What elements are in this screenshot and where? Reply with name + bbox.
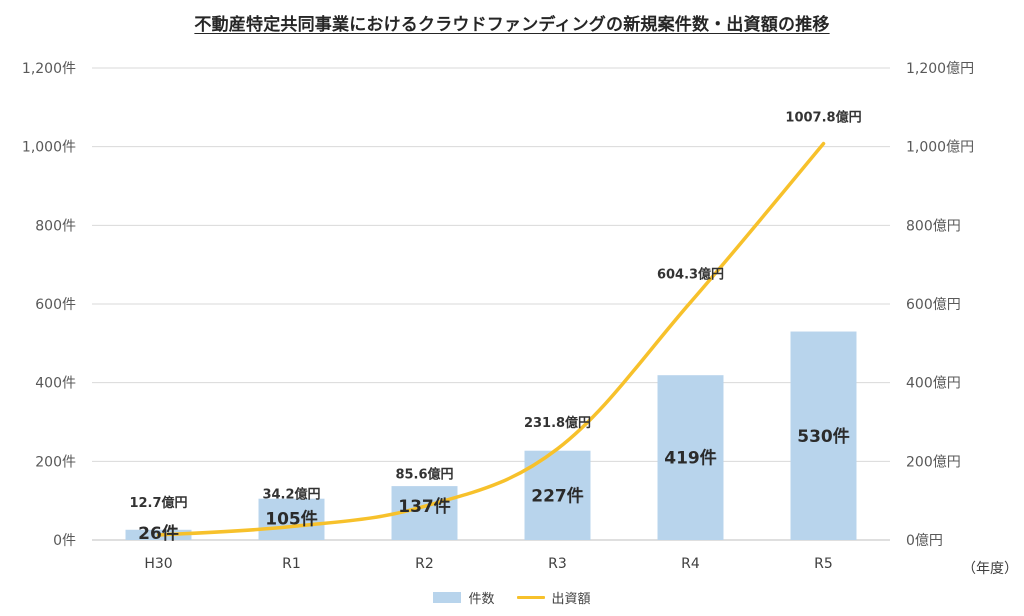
- bar-data-label: 530件: [797, 426, 850, 447]
- legend-swatch-bar: [433, 592, 462, 603]
- legend-label-line: 出資額: [551, 592, 591, 607]
- y-left-tick-label: 400件: [35, 376, 76, 392]
- y-left-tick-label: 1,200件: [22, 61, 76, 77]
- legend-item-bar: 件数: [433, 588, 495, 607]
- x-tick-label: R3: [548, 556, 567, 572]
- y-right-tick-label: 1,200億円: [906, 61, 974, 77]
- legend: 件数 出資額: [0, 588, 1024, 607]
- bar-data-label: 26件: [138, 523, 179, 544]
- legend-swatch-line: [516, 596, 545, 599]
- y-left-tick-label: 0件: [53, 533, 76, 549]
- x-tick-label: R2: [415, 556, 434, 572]
- x-tick-label: R4: [681, 556, 700, 572]
- y-left-tick-label: 600件: [35, 297, 76, 313]
- legend-label-bar: 件数: [468, 592, 495, 607]
- bar: [258, 498, 325, 540]
- bar: [790, 331, 857, 540]
- line-series-path: [156, 141, 826, 537]
- bar-data-label: 137件: [398, 496, 451, 517]
- y-right-tick-label: 400億円: [906, 376, 961, 392]
- x-tick-label: R5: [814, 556, 833, 572]
- y-left-tick-label: 1,000件: [22, 140, 76, 156]
- bar-data-label: 105件: [265, 509, 318, 530]
- line-data-label: 1007.8億円: [785, 110, 861, 126]
- line-data-label: 231.8億円: [524, 415, 591, 431]
- bar-data-label: 419件: [664, 448, 717, 469]
- y-right-tick-label: 600億円: [906, 297, 961, 313]
- x-tick-label: R1: [282, 556, 301, 572]
- x-axis-unit: （年度）: [962, 561, 1018, 577]
- line-data-label: 34.2億円: [262, 487, 320, 503]
- chart-title: 不動産特定共同事業におけるクラウドファンディングの新規案件数・出資額の推移: [194, 15, 830, 35]
- y-right-tick-label: 0億円: [906, 533, 943, 549]
- x-tick-label: H30: [144, 556, 172, 572]
- y-right-tick-label: 800億円: [906, 218, 961, 234]
- line-data-label: 604.3億円: [657, 266, 724, 282]
- y-right-tick-label: 1,000億円: [906, 140, 974, 156]
- y-left-tick-label: 200件: [35, 454, 76, 470]
- bar-data-label: 227件: [531, 485, 584, 506]
- legend-item-line: 出資額: [516, 588, 591, 607]
- bar: [657, 375, 724, 540]
- y-right-tick-label: 200億円: [906, 454, 961, 470]
- line-data-label: 85.6億円: [395, 466, 453, 482]
- line-data-label: 12.7億円: [129, 495, 187, 511]
- y-left-tick-label: 800件: [35, 218, 76, 234]
